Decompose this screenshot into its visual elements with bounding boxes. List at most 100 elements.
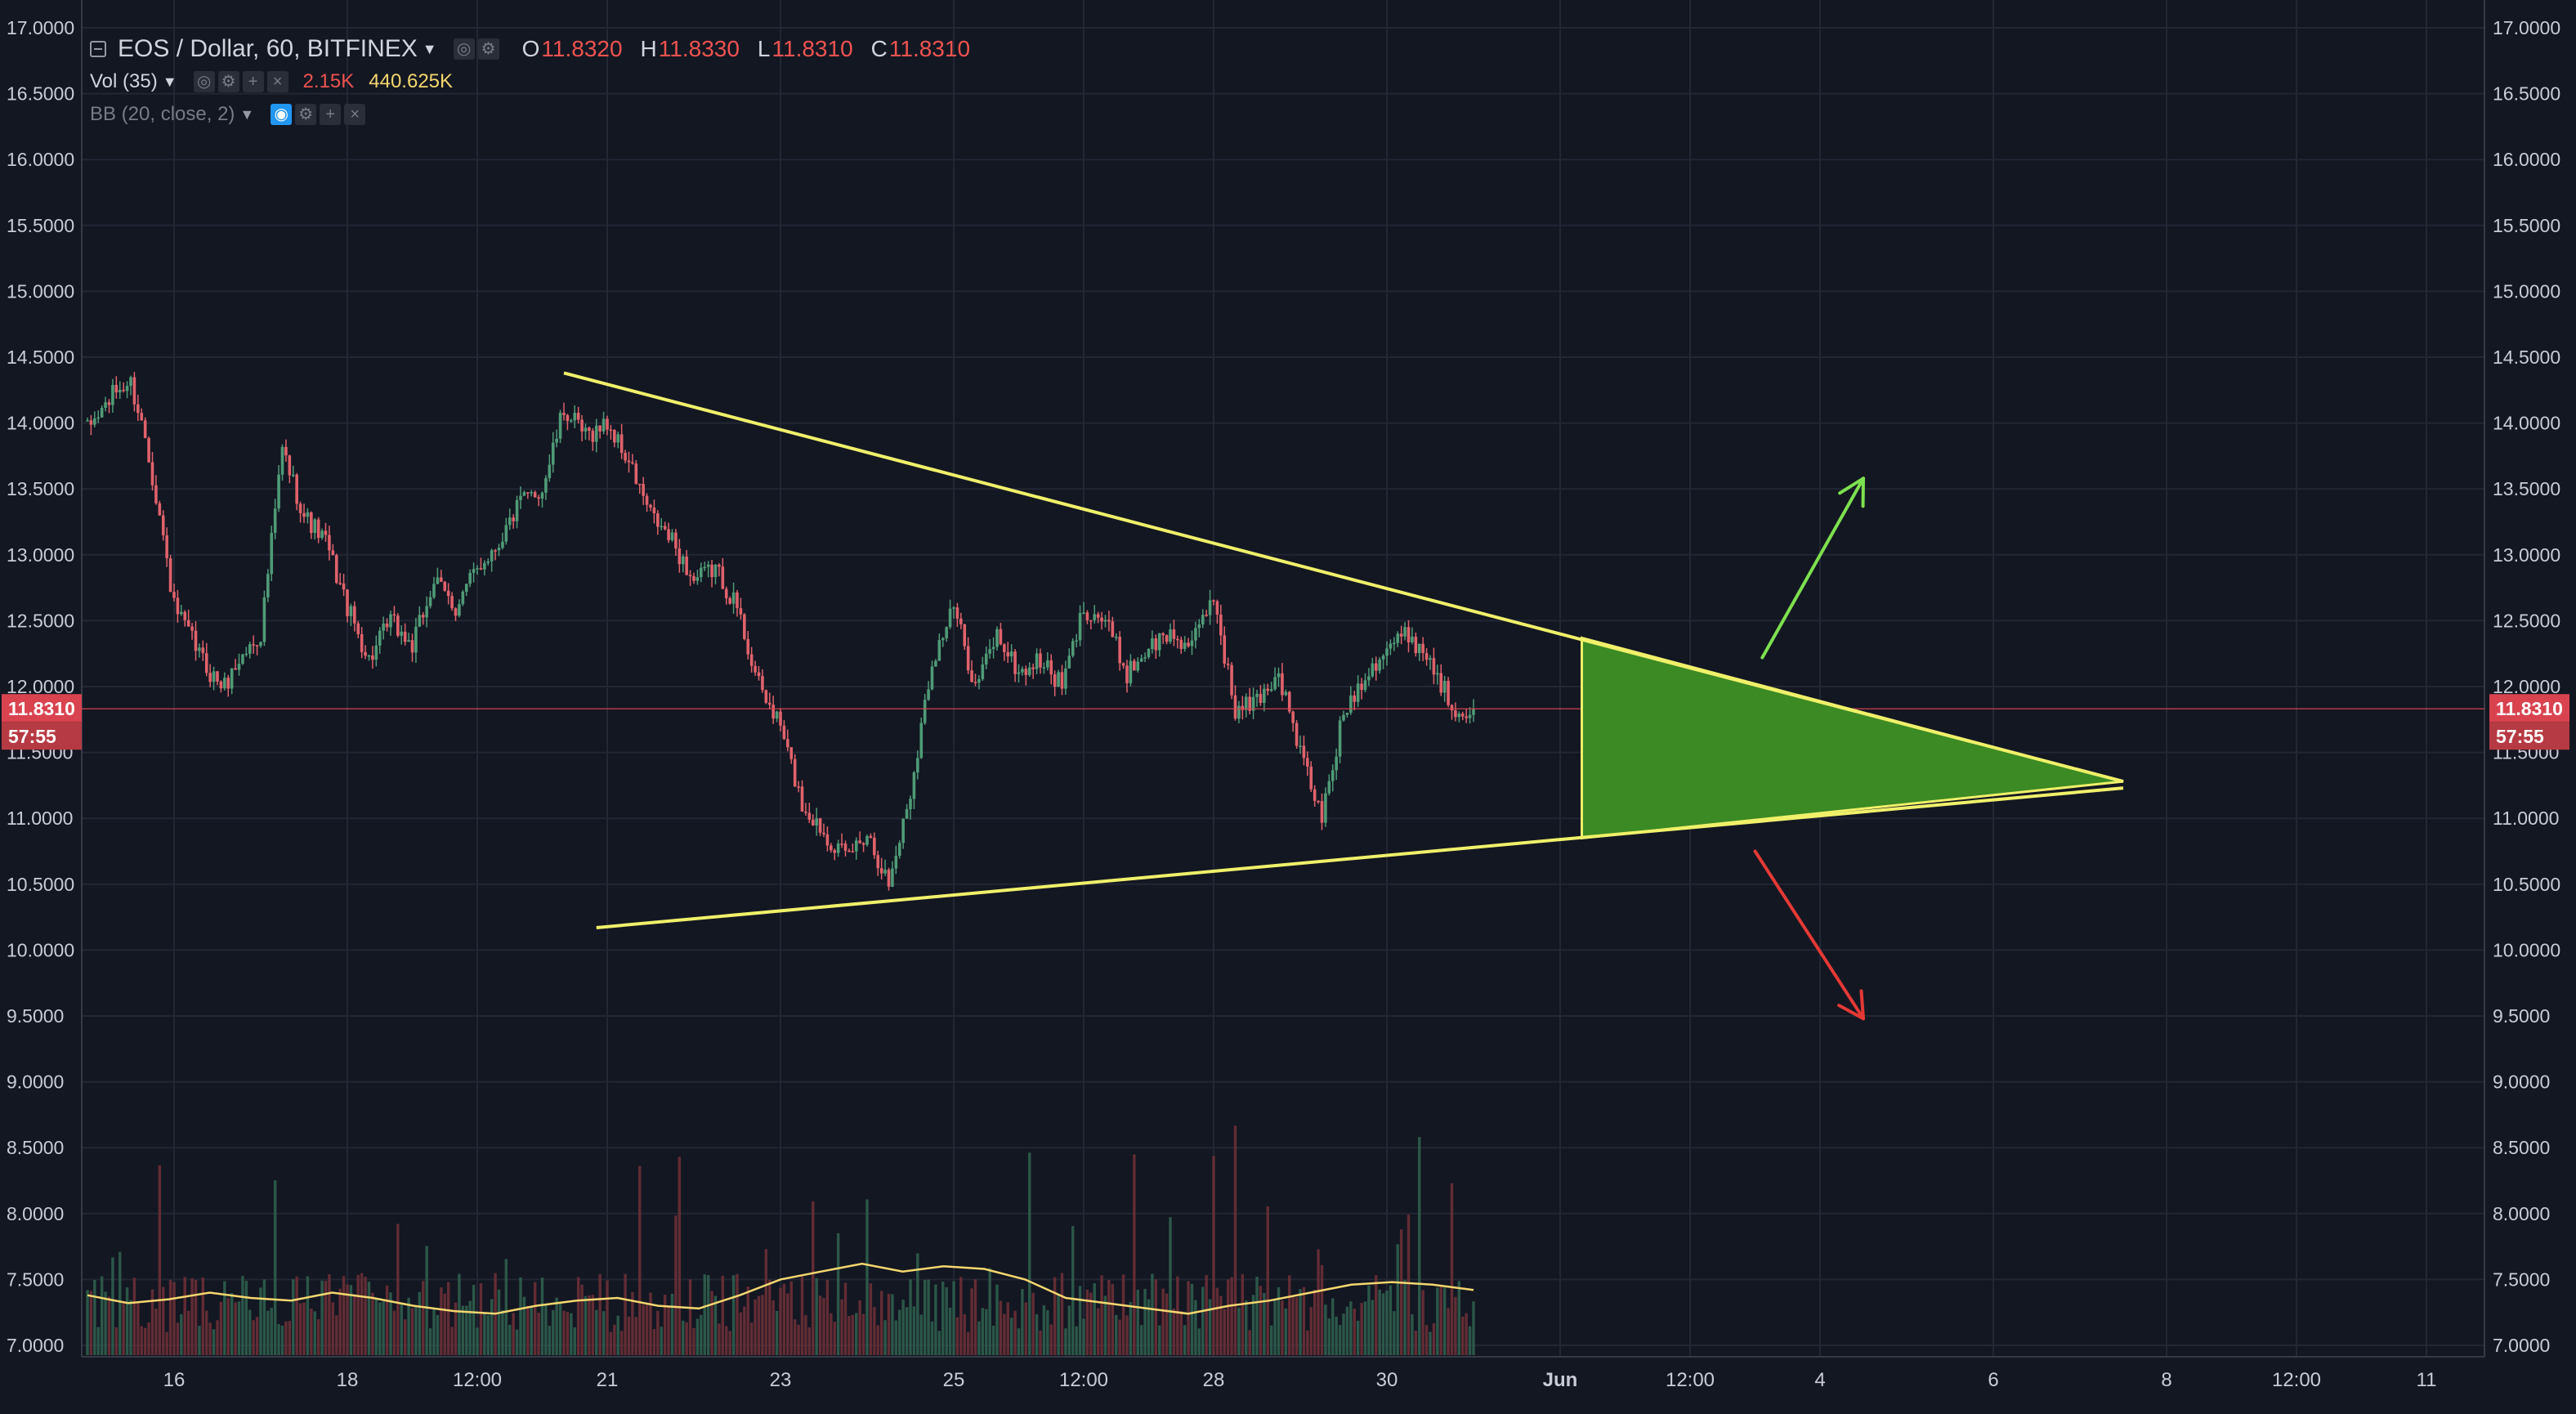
volume-remove-close-icon[interactable]: ×: [266, 71, 288, 92]
volume-add-icon[interactable]: +: [242, 71, 264, 92]
price-axis-label-right: 10.0000: [2493, 939, 2560, 960]
candle: [1468, 707, 1472, 724]
symbol-visibility-icon[interactable]: ◎: [453, 38, 475, 60]
candle: [746, 631, 750, 660]
volume-bar: [725, 1326, 728, 1355]
volume-bar: [280, 1325, 284, 1355]
volume-bar: [619, 1331, 624, 1355]
candle: [1129, 654, 1133, 687]
candle: [995, 626, 999, 651]
volume-bar: [1154, 1279, 1158, 1355]
candle: [291, 465, 295, 478]
volume-bar: [1259, 1286, 1263, 1355]
candle: [1454, 702, 1457, 722]
time-axis-label: 18: [337, 1369, 359, 1391]
volume-bar: [937, 1331, 941, 1355]
candle-body: [670, 532, 674, 540]
candle-body: [483, 562, 486, 570]
candle-body: [418, 615, 422, 627]
volume-menu-chevron-down-icon[interactable]: ▼: [162, 74, 177, 90]
volume-bar: [703, 1274, 706, 1355]
volume-bar: [1450, 1183, 1454, 1355]
candle: [555, 429, 558, 448]
volume-indicator-name[interactable]: Vol (35): [90, 70, 158, 92]
bb-settings-gear-icon[interactable]: ⚙: [295, 104, 317, 125]
candle: [782, 720, 786, 741]
candle: [443, 580, 447, 592]
candle: [952, 606, 955, 619]
symbol-title[interactable]: EOS / Dollar, 60, BITFINEX: [118, 35, 418, 62]
last-price-tag-right: 11.8310 57:55: [2489, 694, 2569, 750]
bb-visibility-eye-icon[interactable]: ◉: [271, 104, 293, 125]
volume-visibility-icon[interactable]: ◎: [193, 71, 215, 92]
volume-bar: [540, 1278, 544, 1355]
candle: [328, 526, 331, 561]
candle-body: [649, 504, 652, 508]
volume-bar: [948, 1307, 952, 1355]
price-axis-label-right: 13.5000: [2493, 478, 2560, 499]
candle: [1064, 660, 1067, 696]
volume-bar: [1053, 1277, 1057, 1355]
candle-body: [1082, 612, 1085, 614]
time-axis-label: Jun: [1543, 1369, 1578, 1391]
candle: [1226, 657, 1230, 670]
symbol-menu-chevron-down-icon[interactable]: ▼: [422, 41, 437, 57]
candle: [446, 583, 450, 605]
price-axis-label-right: 11.0000: [2493, 808, 2559, 829]
arrow-shaft: [1753, 849, 1865, 1021]
candle-body: [382, 623, 385, 631]
bb-menu-chevron-down-icon[interactable]: ▼: [239, 106, 255, 123]
arrow-head: [1837, 1004, 1865, 1021]
candle: [1281, 663, 1284, 701]
candle-body: [1281, 673, 1284, 696]
candle: [649, 503, 652, 512]
candle: [840, 833, 843, 848]
high-value: 11.8330: [658, 36, 740, 61]
volume-bar: [1111, 1283, 1115, 1355]
volume-bar: [382, 1301, 385, 1355]
volume-bar: [934, 1284, 937, 1355]
price-axis-label-left: 7.5000: [7, 1269, 64, 1290]
volume-bar: [1096, 1308, 1100, 1355]
volume-bar: [96, 1327, 100, 1355]
volume-bar: [1360, 1303, 1363, 1355]
bb-indicator-name[interactable]: BB (20, close, 2): [90, 103, 235, 125]
candle: [786, 729, 789, 752]
candle-body: [1244, 696, 1248, 710]
candle-body: [700, 567, 703, 578]
volume-bar: [1078, 1286, 1082, 1355]
candle-body: [1360, 683, 1363, 691]
symbol-settings-gear-icon[interactable]: ⚙: [477, 38, 499, 60]
candle-body: [573, 413, 577, 421]
bb-remove-close-icon[interactable]: ×: [344, 104, 366, 125]
bb-add-icon[interactable]: +: [320, 104, 342, 125]
candle-body: [198, 647, 201, 651]
candle-body: [186, 620, 190, 627]
candle: [143, 417, 147, 439]
candle: [223, 672, 226, 691]
candle-body: [995, 629, 999, 647]
volume-bar: [941, 1281, 945, 1355]
candle-body: [436, 577, 440, 584]
volume-bar: [985, 1309, 988, 1355]
candle-body: [1226, 663, 1230, 665]
candle-body: [1457, 714, 1461, 718]
time-axis-label: 21: [597, 1369, 619, 1391]
candle-body: [905, 808, 909, 819]
candle: [580, 414, 584, 441]
candle-body: [652, 507, 656, 514]
candle-body: [851, 851, 855, 853]
candle-body: [1143, 656, 1147, 659]
candle-body: [688, 575, 692, 576]
candle: [941, 637, 945, 647]
collapse-legend-icon[interactable]: [90, 41, 106, 57]
volume-ma-value: 440.625K: [369, 70, 454, 92]
volume-bar: [168, 1279, 172, 1355]
candle-body: [1103, 620, 1107, 622]
volume-bar: [497, 1289, 501, 1355]
volume-bar: [898, 1309, 901, 1355]
volume-bar: [1028, 1152, 1031, 1355]
candle: [663, 521, 667, 530]
volume-settings-gear-icon[interactable]: ⚙: [217, 71, 239, 92]
